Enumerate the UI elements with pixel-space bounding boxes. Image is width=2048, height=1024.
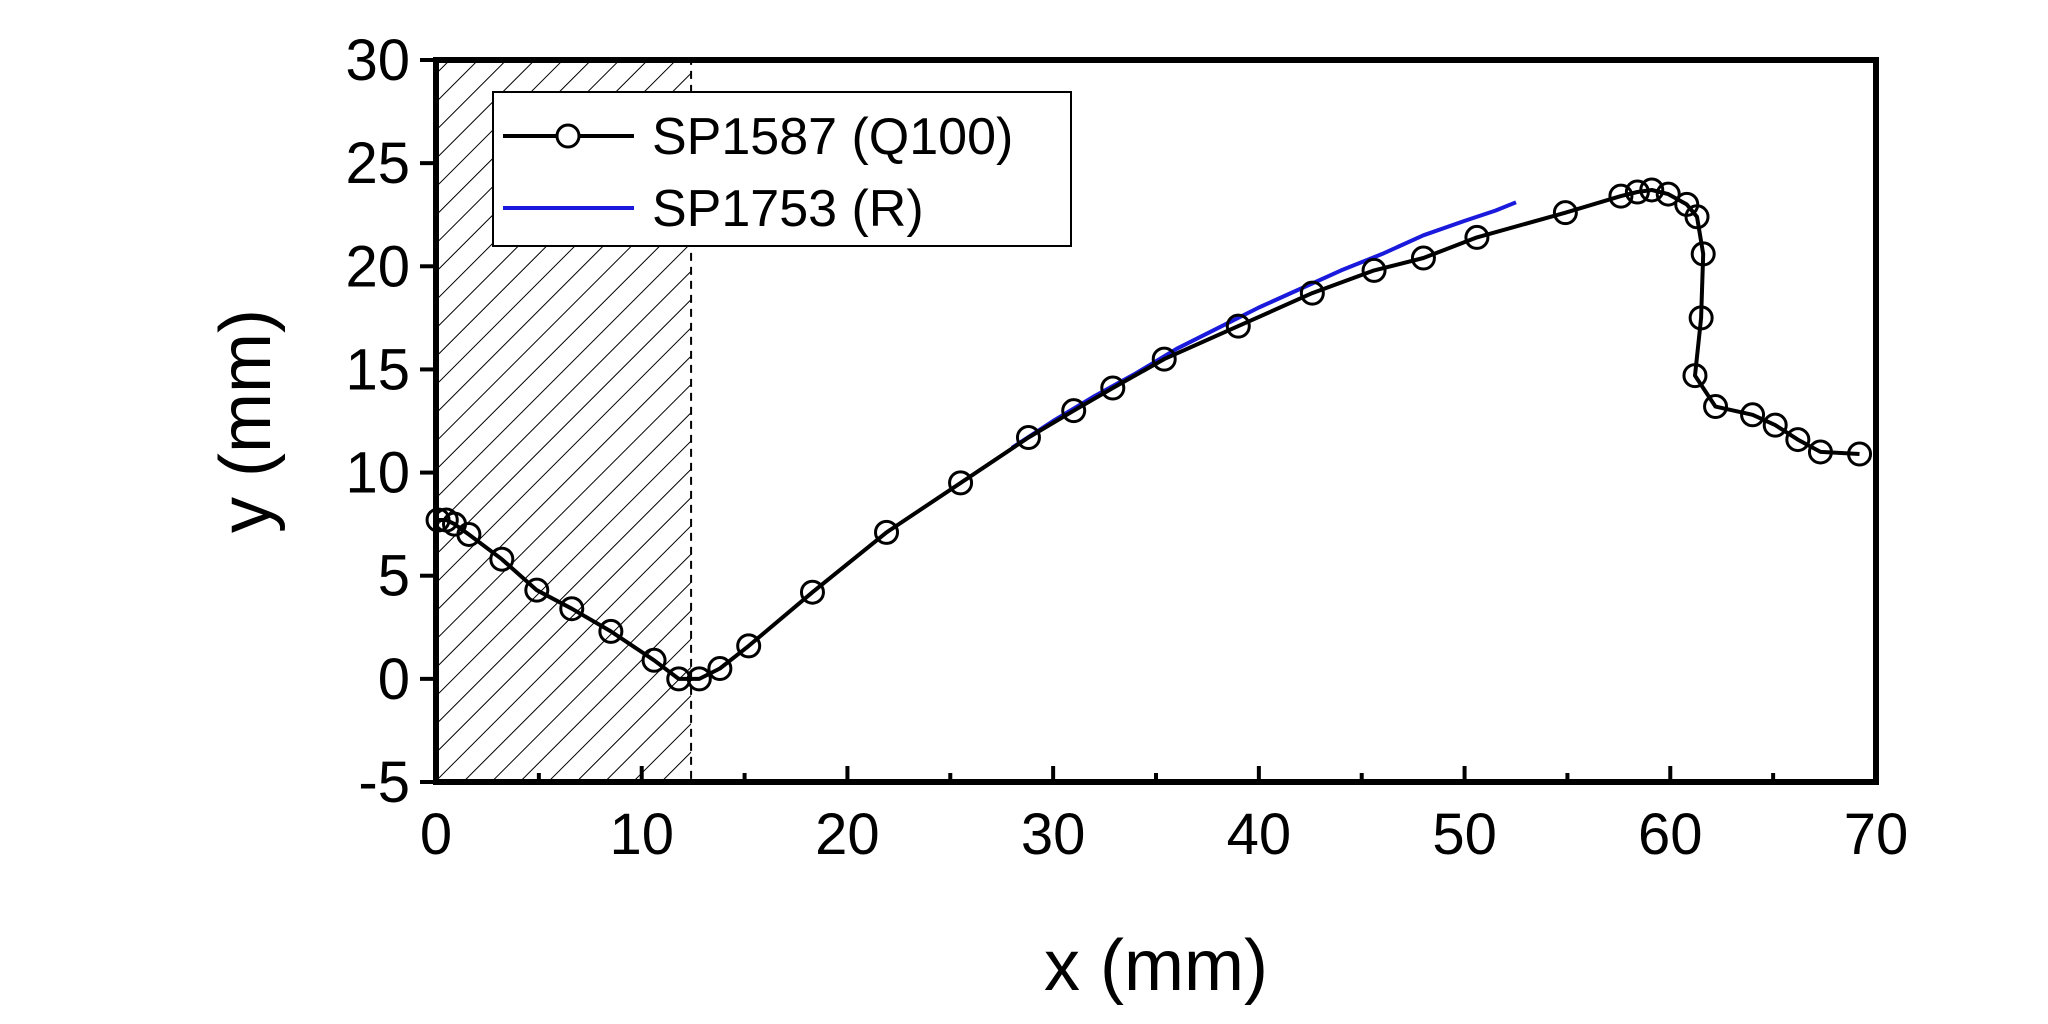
data-point <box>1151 346 1177 372</box>
y-axis-title: y (mm) <box>206 309 286 533</box>
data-point <box>799 579 825 605</box>
data-point <box>1762 412 1788 438</box>
x-tick-label: 50 <box>1432 802 1497 867</box>
data-point <box>874 519 900 545</box>
data-point <box>1847 441 1873 467</box>
data-point <box>641 647 667 673</box>
data-point <box>948 470 974 496</box>
data-point <box>1740 402 1766 428</box>
y-tick-label: -5 <box>358 750 410 815</box>
x-tick-label: 10 <box>609 802 674 867</box>
y-tick-label: 15 <box>345 337 410 402</box>
y-tick-label: 20 <box>345 234 410 299</box>
x-tick-label: 60 <box>1638 802 1703 867</box>
legend: SP1587 (Q100) SP1753 (R) <box>492 91 1072 247</box>
y-tick-label: 10 <box>345 441 410 506</box>
data-point <box>1690 241 1716 267</box>
data-point <box>1703 394 1729 420</box>
data-point <box>1100 375 1126 401</box>
series-line-1 <box>1010 200 1517 450</box>
data-point <box>1807 439 1833 465</box>
data-point <box>1688 305 1714 331</box>
data-point <box>1299 280 1325 306</box>
x-tick-label: 20 <box>815 802 880 867</box>
legend-box <box>492 91 1072 247</box>
data-point <box>686 666 712 692</box>
data-point <box>1608 183 1634 209</box>
x-axis-title: x (mm) <box>1044 926 1268 1006</box>
data-point <box>1464 224 1490 250</box>
data-point <box>1655 181 1681 207</box>
x-tick-label: 30 <box>1021 802 1086 867</box>
y-tick-label: 0 <box>378 647 410 712</box>
data-point <box>1552 200 1578 226</box>
data-point <box>1410 245 1436 271</box>
series-layer <box>425 177 1873 692</box>
data-point <box>1015 425 1041 451</box>
data-point <box>456 521 482 547</box>
data-point <box>707 656 733 682</box>
x-tick-label: 40 <box>1227 802 1292 867</box>
y-tick-label: 5 <box>378 544 410 609</box>
data-point <box>1225 313 1251 339</box>
data-point <box>598 618 624 644</box>
data-point <box>524 577 550 603</box>
legend-label-sp1587: SP1587 (Q100) <box>652 108 1013 166</box>
legend-marker-sp1587 <box>555 123 581 149</box>
data-point <box>1684 204 1710 230</box>
series-line-0 <box>438 188 1860 681</box>
data-point <box>1361 257 1387 283</box>
data-point <box>559 596 585 622</box>
x-tick-label: 70 <box>1844 802 1909 867</box>
data-point <box>1624 179 1650 205</box>
data-point <box>1682 363 1708 389</box>
data-point <box>489 546 515 572</box>
y-tick-label: 25 <box>345 131 410 196</box>
ticks-layer <box>420 58 1878 784</box>
data-point <box>1061 398 1087 424</box>
y-tick-label: 30 <box>345 28 410 93</box>
data-point <box>736 633 762 659</box>
legend-label-sp1753: SP1753 (R) <box>652 180 924 238</box>
data-point <box>1639 177 1665 203</box>
data-point <box>1785 427 1811 453</box>
x-tick-label: 0 <box>420 802 452 867</box>
